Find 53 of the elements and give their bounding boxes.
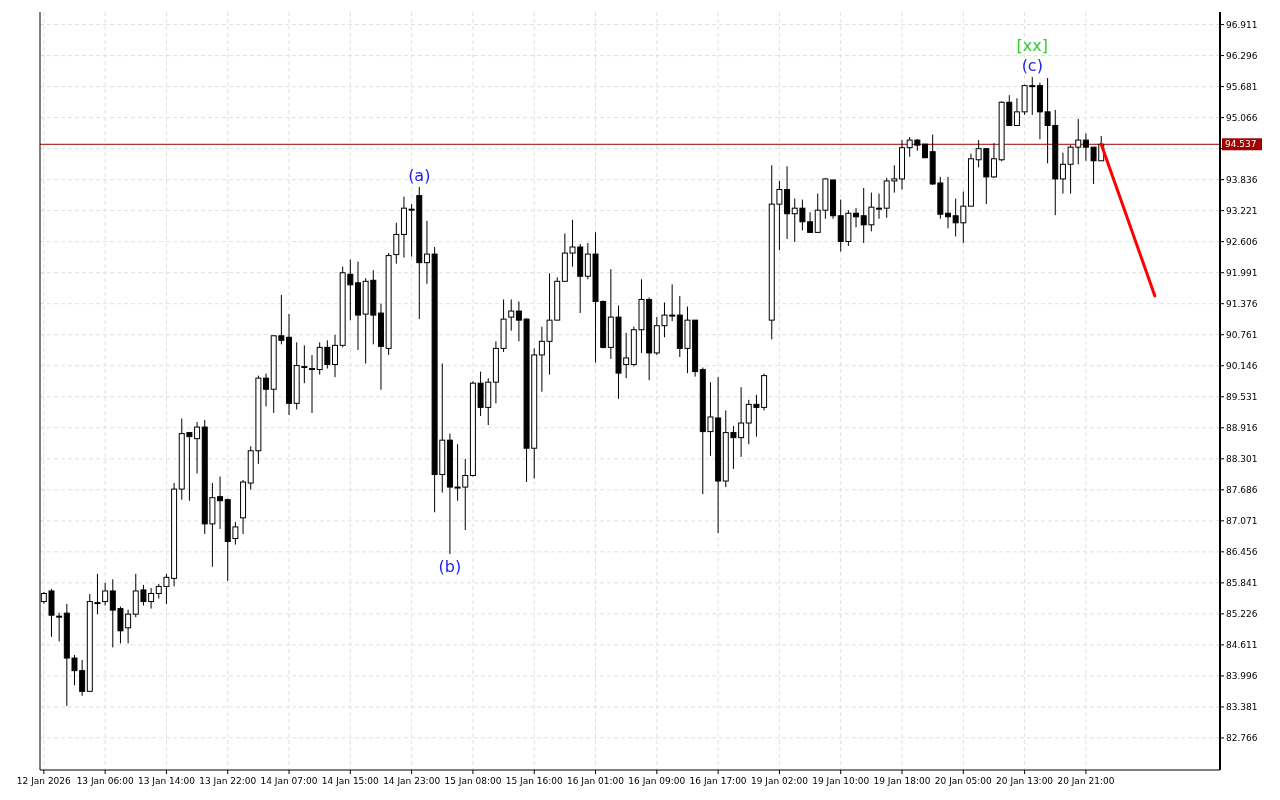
y-tick-label: 90.761 bbox=[1226, 329, 1258, 340]
annotation: (b) bbox=[438, 557, 462, 577]
y-tick-label: 91.376 bbox=[1226, 298, 1258, 309]
y-tick-label: 96.296 bbox=[1226, 50, 1258, 61]
y-tick-label: 92.606 bbox=[1226, 236, 1258, 247]
y-tick-label: 96.911 bbox=[1226, 19, 1258, 30]
y-tick-label: 83.381 bbox=[1226, 702, 1258, 713]
x-tick-label: 19 Jan 18:00 bbox=[873, 776, 931, 786]
candlestick bbox=[332, 334, 338, 378]
annotation: (a) bbox=[408, 166, 431, 185]
x-tick-label: 13 Jan 14:00 bbox=[137, 776, 196, 786]
ref-line-label: 94.537 bbox=[1225, 139, 1257, 150]
candlestick bbox=[945, 176, 951, 229]
x-tick-label: 20 Jan 21:00 bbox=[1057, 776, 1115, 786]
y-tick-label: 85.841 bbox=[1226, 578, 1258, 588]
y-tick-label: 82.766 bbox=[1226, 733, 1258, 744]
y-tick-label: 88.916 bbox=[1226, 422, 1258, 433]
y-tick-label: 95.681 bbox=[1226, 81, 1258, 92]
y-tick-label: 93.221 bbox=[1226, 205, 1258, 216]
candlestick bbox=[508, 298, 515, 332]
y-tick-label: 83.996 bbox=[1226, 671, 1258, 682]
y-tick-label: 85.226 bbox=[1226, 609, 1258, 620]
candlestick bbox=[309, 354, 315, 414]
y-tick-label: 88.301 bbox=[1226, 453, 1258, 464]
y-tick-label: 89.531 bbox=[1226, 391, 1258, 402]
x-tick-label: 15 Jan 08:00 bbox=[444, 776, 502, 786]
x-tick-label: 13 Jan 06:00 bbox=[76, 776, 134, 786]
annotation: [xx] bbox=[1016, 36, 1048, 56]
x-tick-label: 20 Jan 13:00 bbox=[996, 776, 1054, 786]
annotation: (c) bbox=[1021, 56, 1043, 76]
x-tick-label: 16 Jan 17:00 bbox=[689, 776, 747, 786]
x-tick-label: 16 Jan 09:00 bbox=[628, 776, 686, 786]
x-tick-label: 14 Jan 23:00 bbox=[383, 776, 441, 786]
x-tick-label: 13 Jan 22:00 bbox=[199, 776, 257, 786]
candlestick bbox=[393, 222, 400, 265]
y-tick-label: 90.146 bbox=[1226, 360, 1258, 371]
x-tick-label: 15 Jan 16:00 bbox=[505, 776, 563, 786]
x-tick-label: 16 Jan 01:00 bbox=[567, 776, 625, 786]
y-tick-label: 87.071 bbox=[1226, 515, 1258, 526]
x-tick-label: 20 Jan 05:00 bbox=[934, 776, 993, 786]
y-tick-label: 87.686 bbox=[1226, 484, 1258, 495]
y-tick-label: 84.611 bbox=[1226, 640, 1258, 651]
candlestick bbox=[56, 612, 63, 642]
x-tick-label: 12 Jan 2026 bbox=[16, 776, 72, 786]
y-tick-label: 91.991 bbox=[1226, 267, 1258, 278]
x-tick-label: 19 Jan 10:00 bbox=[812, 776, 870, 786]
x-tick-label: 19 Jan 02:00 bbox=[750, 776, 809, 786]
x-tick-label: 14 Jan 07:00 bbox=[260, 776, 318, 786]
y-tick-label: 95.066 bbox=[1226, 112, 1258, 123]
y-tick-label: 93.836 bbox=[1226, 174, 1258, 185]
y-tick-label: 86.456 bbox=[1226, 546, 1258, 557]
candlestick bbox=[102, 582, 109, 607]
x-tick-label: 14 Jan 15:00 bbox=[321, 776, 380, 786]
